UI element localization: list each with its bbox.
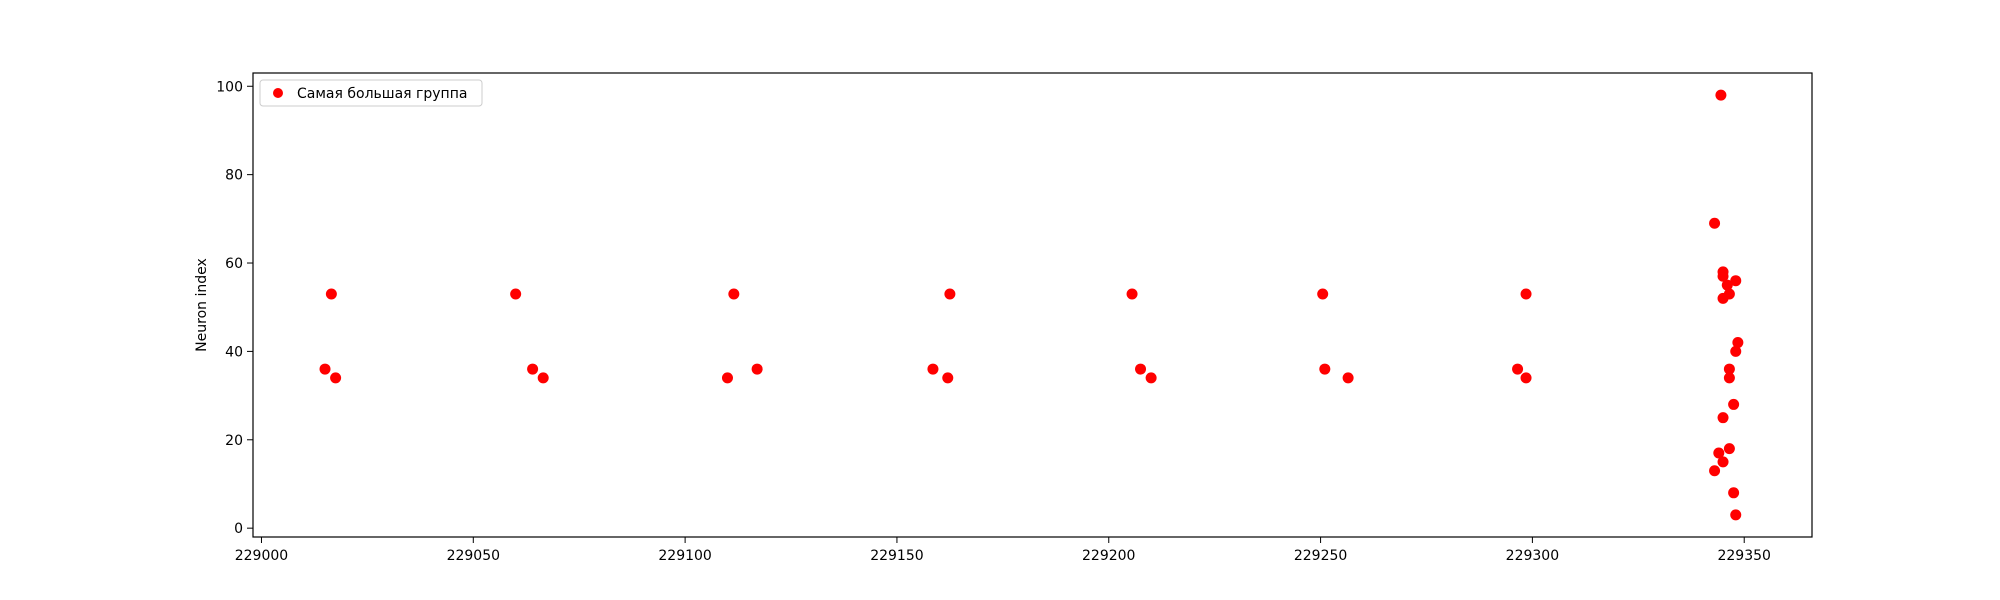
data-point [751,363,763,375]
legend-box [259,79,483,107]
data-point [1732,337,1744,349]
y-tick-label: 40 [225,344,243,360]
data-point [1723,363,1735,375]
data-point [728,288,740,300]
data-point [944,288,956,300]
data-point [1512,363,1524,375]
y-tick-label: 80 [225,168,243,184]
data-point [537,372,549,384]
data-point [319,363,331,375]
x-tick-label: 229150 [870,548,923,564]
legend-marker [273,88,283,98]
axes-frame [252,72,1813,538]
y-tick-label: 100 [216,79,243,95]
data-point [1730,509,1742,521]
data-point [1723,372,1735,384]
data-point [1728,487,1740,499]
data-point [721,372,733,384]
data-point [330,372,342,384]
data-point [1730,275,1742,287]
data-point [1709,217,1721,229]
data-point [927,363,939,375]
data-point [1721,279,1733,291]
y-tick-label: 0 [234,521,243,537]
data-point [1717,412,1729,424]
data-point [1520,372,1532,384]
data-point [527,363,539,375]
data-point [1145,372,1157,384]
data-point [1709,465,1721,477]
data-point [1317,288,1329,300]
legend: Самая большая группа [259,79,483,107]
data-point [1723,443,1735,455]
x-axis-ticks: 229000 229050 229100 229150 229200 229250 2293… [235,537,1771,564]
data-point [1730,345,1742,357]
data-point [510,288,522,300]
x-tick-label: 229300 [1506,548,1559,564]
data-point [1728,398,1740,410]
y-axis-ticks: 0 20 40 60 80 100 [216,79,253,537]
data-point [1713,447,1725,459]
x-tick-label: 229050 [447,548,500,564]
data-point [1135,363,1147,375]
data-points [319,89,1744,521]
data-point [1342,372,1354,384]
data-point [1520,288,1532,300]
x-tick-label: 229350 [1717,548,1770,564]
data-point [325,288,337,300]
y-tick-label: 20 [225,433,243,449]
legend-label: Самая большая группа [297,86,467,102]
x-tick-label: 229000 [235,548,288,564]
data-point [1126,288,1138,300]
x-tick-label: 229250 [1294,548,1347,564]
data-point [1715,89,1727,101]
data-point [1717,456,1729,468]
data-point [1319,363,1331,375]
data-point [1717,270,1729,282]
data-point [1723,288,1735,300]
x-tick-label: 229200 [1082,548,1135,564]
y-tick-label: 60 [225,256,243,272]
data-point [942,372,954,384]
y-axis-label: Neuron index [194,258,210,352]
x-tick-label: 229100 [658,548,711,564]
